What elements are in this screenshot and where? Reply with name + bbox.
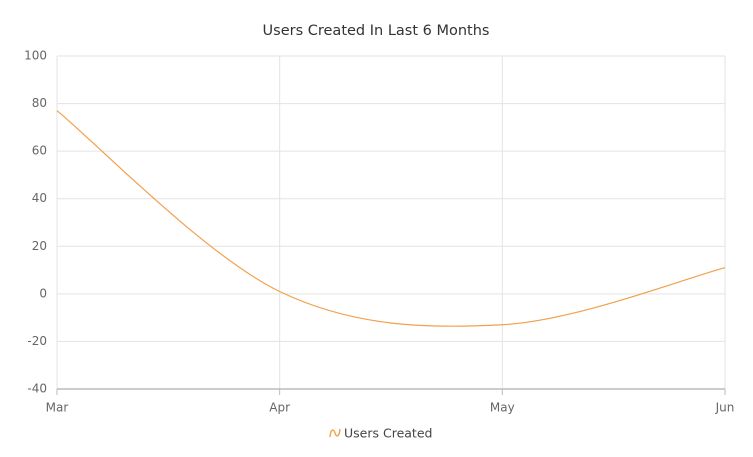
y-tick-label: 100 [24, 49, 47, 63]
chart-title: Users Created In Last 6 Months [263, 23, 490, 39]
y-tick-label: 60 [32, 144, 47, 158]
x-tick-label: Jun [715, 401, 735, 415]
y-tick-label: -40 [27, 382, 47, 396]
legend-label: Users Created [344, 426, 432, 441]
y-tick-label: 40 [32, 191, 47, 205]
legend-icon [329, 428, 341, 438]
y-tick-label: 80 [32, 96, 47, 110]
y-tick-label: 20 [32, 239, 47, 253]
legend-item[interactable]: Users Created [329, 426, 432, 441]
x-tick-label: May [490, 401, 515, 415]
y-tick-label: 0 [39, 286, 47, 300]
y-tick-label: -20 [27, 334, 47, 348]
x-tick-label: Mar [46, 401, 69, 415]
line-series [56, 110, 726, 327]
x-tick-label: Apr [269, 401, 290, 415]
